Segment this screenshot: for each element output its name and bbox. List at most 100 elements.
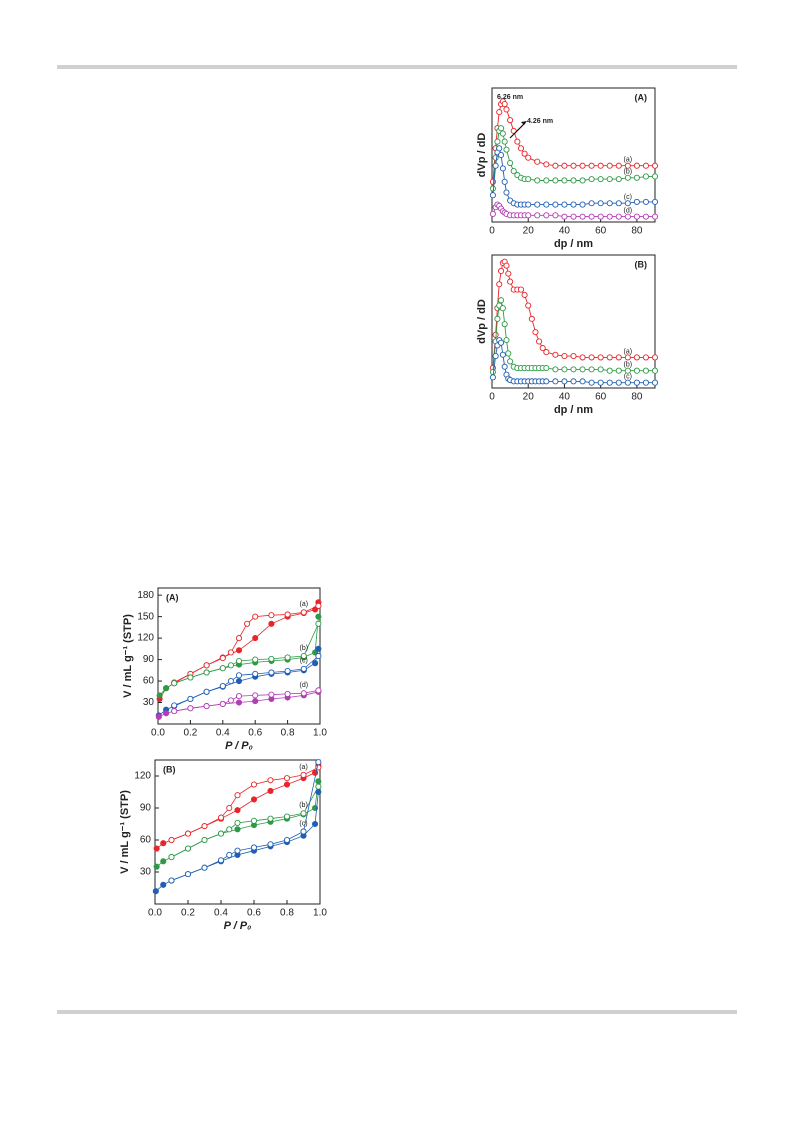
data-point — [160, 840, 167, 847]
x-tick-label: 40 — [559, 392, 571, 403]
data-point — [496, 145, 503, 152]
data-point — [156, 692, 163, 699]
data-point — [552, 351, 559, 358]
data-point — [651, 354, 659, 361]
data-point — [187, 674, 194, 681]
data-point — [552, 201, 559, 208]
data-point — [203, 703, 210, 710]
data-point — [642, 367, 649, 374]
data-point — [315, 778, 322, 785]
plot-frame — [491, 87, 656, 223]
data-point — [283, 836, 291, 844]
y-axis-label: dVp / dD — [476, 133, 488, 178]
x-tick-label: 0.6 — [247, 908, 261, 919]
data-point — [624, 162, 631, 169]
data-point — [597, 213, 604, 220]
x-tick-label: 20 — [523, 392, 535, 403]
data-point — [203, 688, 210, 695]
series-label: (a) — [624, 348, 633, 355]
data-point — [267, 815, 274, 822]
data-point — [505, 350, 512, 357]
plot-frame — [154, 759, 321, 905]
data-point — [543, 177, 550, 184]
panel-label: (B) — [635, 259, 648, 269]
data-point — [498, 339, 505, 346]
x-tick-label: 0.0 — [148, 908, 162, 919]
series-label: (c) — [624, 194, 632, 201]
data-point — [633, 213, 640, 220]
data-point — [543, 364, 550, 372]
data-point — [507, 159, 514, 167]
data-point — [268, 691, 275, 698]
annotation: 6.26 nm — [497, 94, 523, 101]
data-point — [517, 145, 525, 152]
x-tick-label: 40 — [559, 226, 571, 237]
data-point — [570, 378, 577, 385]
data-point — [250, 844, 258, 851]
data-point — [153, 863, 160, 870]
data-point — [561, 378, 568, 385]
data-point — [489, 192, 496, 199]
data-point — [250, 817, 258, 824]
data-point — [505, 270, 512, 277]
data-point — [499, 165, 506, 172]
data-point — [507, 278, 514, 285]
data-point — [597, 354, 604, 361]
series-label: (c) — [624, 374, 632, 381]
series-label: (a) — [299, 764, 308, 771]
data-point — [514, 138, 521, 145]
chart: 0 20 40 60 80 dp / nm dVp / dD (B) (a) (b) (c) — [476, 254, 659, 416]
data-point — [588, 379, 595, 386]
x-axis-label: P / P₀ — [224, 920, 252, 932]
data-point — [570, 201, 577, 208]
data-point — [561, 353, 568, 360]
x-tick-label: 0 — [489, 226, 495, 237]
data-point — [252, 656, 259, 663]
data-point — [534, 201, 541, 208]
data-point — [160, 858, 167, 865]
data-point — [252, 692, 259, 699]
y-axis-label: V / mL g⁻¹ (STP) — [122, 614, 134, 698]
data-point — [521, 150, 528, 157]
data-point — [315, 645, 322, 652]
x-tick-label: 0.4 — [214, 908, 228, 919]
series-label: (c) — [300, 658, 308, 665]
data-point — [489, 374, 496, 381]
data-point — [184, 830, 192, 837]
data-point — [300, 690, 307, 697]
annotation-arrowhead — [521, 121, 527, 125]
data-point — [315, 759, 322, 766]
data-point — [606, 379, 613, 386]
data-point — [300, 652, 307, 660]
series-label: (b) — [624, 362, 633, 369]
data-point — [219, 655, 226, 662]
x-tick-label: 0.8 — [280, 908, 294, 919]
data-point — [250, 781, 258, 788]
data-point — [588, 162, 595, 169]
plot-frame — [491, 254, 656, 389]
x-tick-label: 0.2 — [183, 728, 197, 739]
data-point — [219, 700, 226, 708]
data-point — [501, 321, 508, 328]
data-point — [498, 267, 505, 275]
data-point — [492, 353, 499, 360]
data-point — [615, 200, 622, 207]
data-point — [235, 693, 243, 700]
data-point — [184, 871, 192, 878]
data-point — [489, 210, 496, 218]
data-point — [579, 366, 586, 373]
data-point — [503, 106, 510, 113]
data-point — [503, 146, 510, 153]
data-point — [311, 820, 319, 828]
data-point — [642, 162, 649, 169]
data-point — [163, 710, 170, 717]
data-point — [234, 792, 241, 799]
data-point — [300, 609, 307, 616]
series-label: (b) — [624, 169, 633, 176]
x-tick-label: 0.2 — [181, 908, 195, 919]
data-point — [498, 125, 505, 132]
data-point — [579, 162, 586, 169]
data-point — [588, 213, 595, 220]
data-point — [284, 667, 291, 675]
data-point — [171, 708, 178, 715]
